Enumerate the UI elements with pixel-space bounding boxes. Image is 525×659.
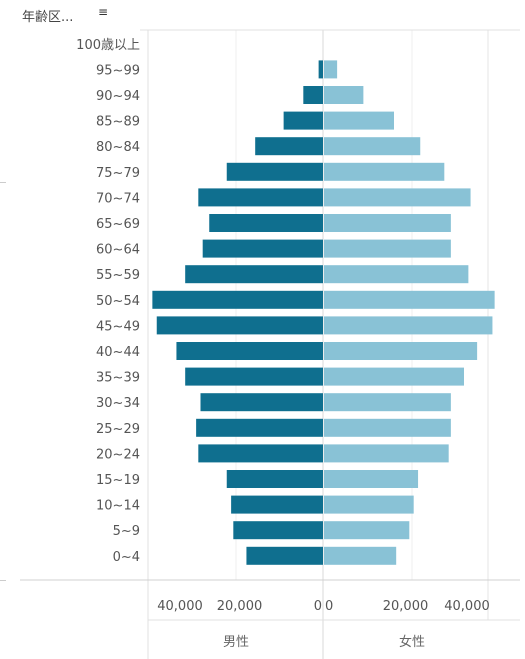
female-bar: [324, 367, 464, 386]
age-group-label: 60~64: [96, 243, 140, 258]
female-bar: [324, 265, 469, 284]
female-bar: [324, 495, 414, 514]
age-group-label: 35~39: [96, 371, 140, 386]
age-group-label: 75~79: [96, 166, 140, 181]
age-group-label: 70~74: [96, 191, 140, 206]
male-bar: [202, 239, 323, 258]
male-bar: [318, 60, 323, 79]
male-bar: [226, 162, 323, 181]
female-bar: [324, 418, 451, 437]
age-group-label: 40~44: [96, 345, 140, 360]
age-group-label: 5~9: [113, 524, 140, 539]
male-bar: [156, 316, 323, 335]
male-bar: [246, 546, 323, 565]
male-bar: [231, 495, 323, 514]
female-bar: [324, 342, 478, 360]
female-axis-tick: 20,000: [383, 599, 429, 614]
age-group-header-label: 年齢区...: [22, 10, 74, 25]
male-bar: [233, 521, 323, 540]
female-bar: [324, 60, 338, 79]
age-group-label: 25~29: [96, 422, 140, 437]
female-bar: [324, 444, 449, 463]
female-bar: [324, 470, 419, 488]
female-bar: [324, 137, 421, 156]
sort-icon[interactable]: ≡: [98, 5, 109, 19]
female-bar: [324, 521, 410, 540]
female-bar: [324, 393, 451, 412]
age-group-label: 10~14: [96, 499, 140, 514]
age-group-label: 45~49: [96, 319, 140, 334]
male-bar: [185, 265, 323, 284]
female-bar: [324, 214, 451, 232]
female-bar: [324, 162, 445, 181]
female-bar: [324, 111, 394, 130]
age-group-label: 15~19: [96, 473, 140, 488]
male-bar: [185, 367, 323, 386]
male-bar: [283, 111, 323, 130]
male-bar: [226, 470, 323, 488]
male-bar: [200, 393, 323, 412]
age-group-label: 65~69: [96, 217, 140, 232]
age-group-label: 20~24: [96, 447, 140, 462]
female-bar: [324, 316, 493, 335]
male-bar: [209, 214, 323, 232]
female-bar: [324, 546, 397, 565]
male-bar: [198, 188, 323, 207]
age-group-label: 100歳以上: [76, 38, 140, 53]
male-axis-tick: 40,000: [157, 599, 203, 614]
male-bar: [196, 418, 323, 437]
age-group-label: 85~89: [96, 115, 140, 130]
age-group-label: 55~59: [96, 268, 140, 283]
age-group-label: 30~34: [96, 396, 140, 411]
age-group-label: 95~99: [96, 63, 140, 78]
age-group-label: 50~54: [96, 294, 140, 309]
male-axis-tick: 20,000: [217, 599, 263, 614]
female-bar: [324, 239, 451, 258]
female-axis-tick: 40,000: [444, 599, 490, 614]
age-group-label: 0~4: [113, 550, 140, 565]
male-pane-label: 男性: [223, 635, 249, 650]
female-bar: [324, 290, 495, 309]
female-axis-tick: 0: [325, 599, 333, 614]
male-bar: [303, 86, 323, 104]
male-bar: [176, 342, 323, 360]
age-group-label: 80~84: [96, 140, 140, 155]
dimension-header: 年齢区... ≡: [0, 0, 150, 26]
male-bar: [198, 444, 323, 463]
female-pane-label: 女性: [399, 634, 425, 650]
left-divider: [0, 182, 6, 183]
age-group-label: 90~94: [96, 89, 140, 104]
male-bar: [152, 290, 323, 309]
female-bar: [324, 188, 471, 207]
left-divider: [0, 580, 6, 581]
male-axis-tick: 0: [314, 599, 322, 614]
female-bar: [324, 86, 364, 104]
male-bar: [255, 137, 323, 156]
